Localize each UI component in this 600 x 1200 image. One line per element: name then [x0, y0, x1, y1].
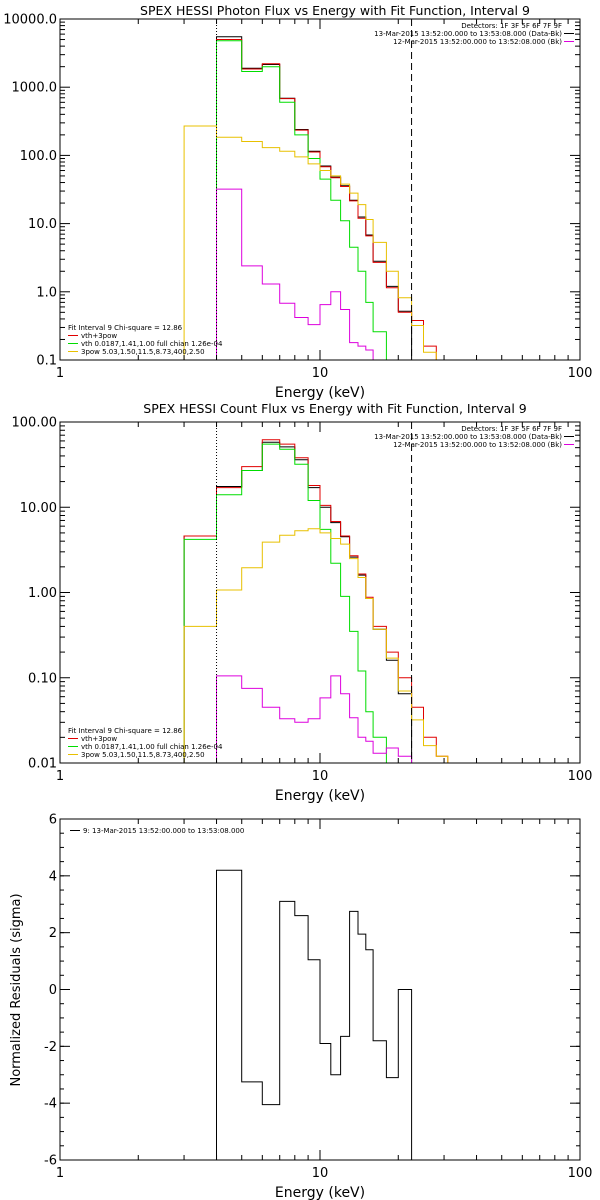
- chart-title: SPEX HESSI Photon Flux vs Energy with Fi…: [140, 3, 530, 18]
- series-0-histogram: [216, 869, 413, 1160]
- x-axis-label: Energy (keV): [275, 1185, 365, 1200]
- legend-entry: Fit Interval 9 Chi-square = 12.86: [68, 727, 183, 735]
- series-1-histogram: [183, 439, 449, 763]
- legend-entry: vth+3pow: [81, 735, 117, 743]
- series-1-histogram: [216, 39, 437, 360]
- series-4-histogram: [216, 675, 413, 763]
- legend-entry: 3pow 5.03,1.50,11.5,8.73,400,2.50: [81, 751, 205, 759]
- y-tick-label: 10000.0: [3, 13, 57, 28]
- y-tick-label: 2: [49, 926, 57, 941]
- y-tick-label: 1.0: [36, 285, 57, 300]
- series-3-histogram: [183, 528, 449, 763]
- legend-entry: Detectors: 1F 3F 5F 6F 7F 9F: [461, 22, 562, 30]
- x-axis-label: Energy (keV): [275, 788, 365, 804]
- x-tick-label: 10: [312, 1166, 329, 1181]
- chart-title: SPEX HESSI Count Flux vs Energy with Fit…: [143, 401, 526, 416]
- y-tick-label: 4: [49, 869, 57, 884]
- x-tick-label: 10: [312, 769, 329, 784]
- y-tick-label: 10.00: [20, 501, 57, 516]
- legend-entry: 3pow 5.03,1.50,11.5,8.73,400,2.50: [81, 348, 205, 356]
- series-3-histogram: [183, 125, 437, 360]
- y-tick-label: 100.0: [20, 149, 57, 164]
- x-tick-label: 1: [56, 769, 64, 784]
- y-axis-label: Normalized Residuals (sigma): [9, 893, 24, 1086]
- x-tick-label: 10: [312, 366, 329, 381]
- photon-flux-panel: SPEX HESSI Photon Flux vs Energy with Fi…: [3, 3, 592, 401]
- y-tick-label: -2: [44, 1040, 57, 1055]
- y-tick-label: 0.1: [36, 354, 57, 369]
- series-2-histogram: [216, 40, 387, 360]
- legend-entry: vth 0.0187,1.41,1.00 full chian 1.26e-04: [81, 340, 223, 348]
- y-tick-label: 0.01: [28, 757, 57, 772]
- series-4-histogram: [216, 188, 399, 361]
- x-tick-label: 100: [568, 366, 593, 381]
- series-0-histogram: [216, 36, 413, 360]
- y-tick-label: 0.10: [28, 671, 57, 686]
- legend-entry: 13-Mar-2015 13:52:00.000 to 13:53:08.000…: [374, 30, 562, 38]
- y-tick-label: 6: [49, 813, 57, 828]
- x-axis-label: Energy (keV): [275, 385, 365, 401]
- residuals-panel: Energy (keV) Normalized Residuals (sigma…: [9, 813, 592, 1200]
- series-0-histogram: [183, 441, 413, 763]
- y-tick-label: 100.00: [12, 416, 58, 431]
- y-tick-label: -4: [44, 1097, 57, 1112]
- legend-entry: 9: 13-Mar-2015 13:52:00.000 to 13:53:08.…: [83, 827, 244, 835]
- legend-entry: vth 0.0187,1.41,1.00 full chian 1.26e-04: [81, 743, 223, 751]
- x-tick-label: 1: [56, 1166, 64, 1181]
- y-tick-label: -6: [44, 1154, 57, 1169]
- y-tick-label: 0: [49, 983, 57, 998]
- y-tick-label: 10.0: [28, 217, 57, 232]
- legend-entry: Detectors: 1F 3F 5F 6F 7F 9F: [461, 425, 562, 433]
- legend-entry: Fit Interval 9 Chi-square = 12.86: [68, 324, 183, 332]
- legend-entry: 12-Mar-2015 13:52:00.000 to 13:52:08.000…: [393, 38, 562, 46]
- x-tick-label: 100: [568, 769, 593, 784]
- series-2-histogram: [183, 443, 387, 763]
- x-tick-label: 100: [568, 1166, 593, 1181]
- legend-entry: 13-Mar-2015 13:52:00.000 to 13:53:08.000…: [374, 433, 562, 441]
- x-tick-label: 1: [56, 366, 64, 381]
- y-tick-label: 1.00: [28, 586, 57, 601]
- legend-entry: vth+3pow: [81, 332, 117, 340]
- y-tick-label: 1000.0: [12, 81, 58, 96]
- legend-entry: 12-Mar-2015 13:52:00.000 to 13:52:08.000…: [393, 441, 562, 449]
- count-flux-panel: SPEX HESSI Count Flux vs Energy with Fit…: [12, 401, 593, 804]
